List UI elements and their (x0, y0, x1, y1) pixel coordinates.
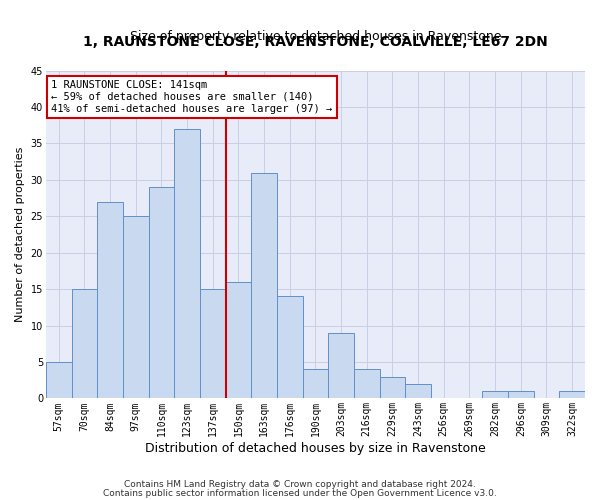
Bar (46, 362, 71, 399)
Bar (251, 172, 277, 398)
Bar (482, 391, 508, 398)
Bar (508, 391, 533, 398)
Bar (380, 376, 405, 398)
Bar (174, 129, 200, 398)
Title: Size of property relative to detached houses in Ravenstone: Size of property relative to detached ho… (130, 30, 501, 43)
Bar (559, 391, 585, 398)
X-axis label: Distribution of detached houses by size in Ravenstone: Distribution of detached houses by size … (145, 442, 486, 455)
Bar (277, 296, 302, 398)
Text: 1, RAUNSTONE CLOSE, RAVENSTONE, COALVILLE, LE67 2DN: 1, RAUNSTONE CLOSE, RAVENSTONE, COALVILL… (83, 35, 548, 49)
Text: 1 RAUNSTONE CLOSE: 141sqm
← 59% of detached houses are smaller (140)
41% of semi: 1 RAUNSTONE CLOSE: 141sqm ← 59% of detac… (51, 80, 332, 114)
Text: Contains public sector information licensed under the Open Government Licence v3: Contains public sector information licen… (103, 488, 497, 498)
Bar (328, 333, 354, 398)
Bar (302, 370, 328, 398)
Bar (200, 289, 226, 399)
Bar (149, 187, 174, 398)
Text: Contains HM Land Registry data © Crown copyright and database right 2024.: Contains HM Land Registry data © Crown c… (124, 480, 476, 489)
Bar (226, 282, 251, 399)
Bar (97, 202, 123, 398)
Y-axis label: Number of detached properties: Number of detached properties (15, 147, 25, 322)
Bar (71, 289, 97, 399)
Bar (405, 384, 431, 398)
Bar (123, 216, 149, 398)
Bar (354, 370, 380, 398)
